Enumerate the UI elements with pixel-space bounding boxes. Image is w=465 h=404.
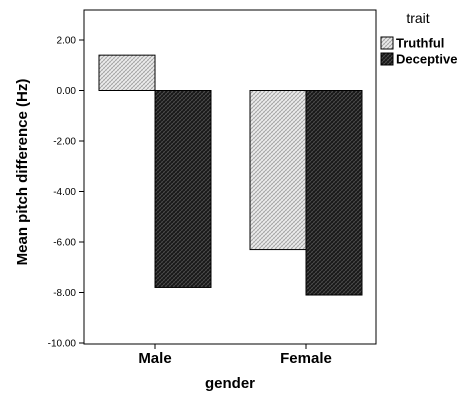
x-tick-label: Male [138, 350, 171, 367]
legend-swatch [380, 36, 394, 50]
y-tick-label: -6.00 [53, 238, 76, 249]
legend-swatch [380, 52, 394, 66]
x-axis-title: gender [205, 375, 255, 392]
bars [98, 54, 363, 296]
y-axis-title: Mean pitch difference (Hz) [14, 79, 31, 266]
legend-label: Truthful [396, 36, 444, 51]
y-tick-label: -4.00 [53, 187, 76, 198]
y-tick-label: -2.00 [53, 137, 76, 148]
legend-title: trait [406, 10, 429, 26]
y-tick-label: -8.00 [53, 288, 76, 299]
y-tick-label: 2.00 [57, 36, 77, 47]
y-tick-label: -10.00 [48, 339, 77, 350]
bar-deceptive-male [154, 90, 212, 288]
legend-label: Deceptive [396, 52, 457, 67]
bar-truthful-female [249, 90, 307, 251]
bar-truthful-male [98, 54, 156, 91]
x-axis: Male Female [138, 344, 332, 367]
y-tick-label: 0.00 [57, 86, 77, 97]
bar-deceptive-female [305, 90, 363, 296]
x-tick-label: Female [280, 350, 332, 367]
y-axis: -10.00 -8.00 -6.00 -4.00 -2.00 0.00 2.00 [48, 36, 84, 350]
